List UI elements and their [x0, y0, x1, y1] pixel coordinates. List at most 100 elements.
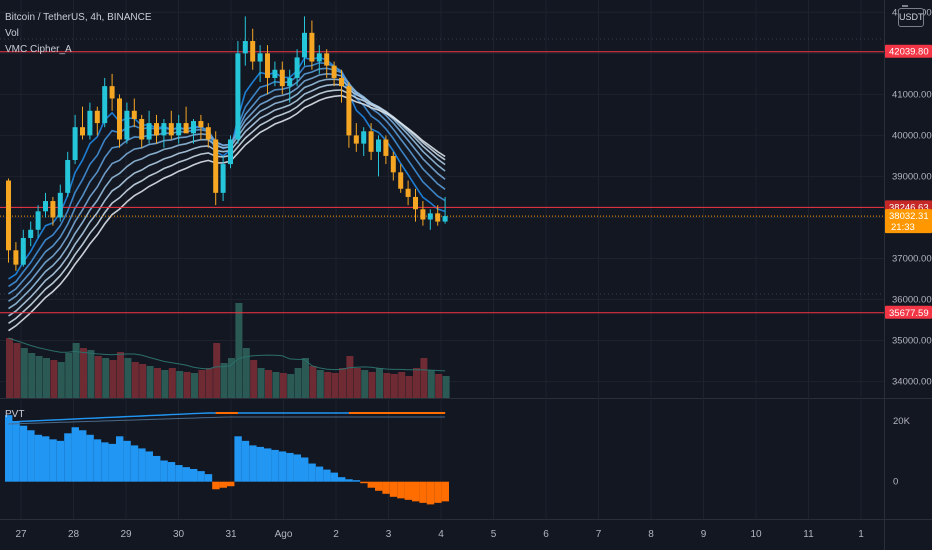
pvt-bar [71, 427, 79, 482]
candle [309, 20, 315, 70]
volume-bar [198, 370, 206, 398]
candle-body [339, 77, 344, 87]
pvt-bar [153, 455, 161, 482]
pvt-bar [108, 443, 116, 482]
volume-bar [272, 372, 280, 398]
candle-body [405, 188, 411, 197]
volume-bar [6, 338, 13, 398]
volume-bar [427, 370, 435, 398]
candle [57, 184, 63, 222]
price-label-text: 35677.59 [889, 308, 929, 319]
candle-body [242, 41, 248, 54]
candle-body [331, 65, 337, 78]
candle [242, 16, 248, 66]
volume-bar [191, 373, 198, 398]
vol-legend[interactable]: Vol [5, 28, 19, 39]
price-tick-label: 41000.00 [892, 89, 932, 100]
ema-ribbon-line [8, 94, 446, 332]
candle [265, 45, 270, 95]
pvt-bar [12, 421, 20, 482]
pvt-bar [360, 481, 368, 484]
time-tick-label: 1 [858, 529, 864, 540]
candle-body [442, 216, 448, 222]
candle-body [390, 155, 396, 173]
pvt-bar [5, 415, 13, 482]
candle [131, 98, 137, 128]
pvt-bar [256, 446, 264, 482]
pvt-bar [301, 457, 309, 482]
volume-bar [413, 368, 420, 398]
pvt-bar [367, 481, 375, 488]
candle [43, 192, 48, 218]
candle-body [80, 127, 85, 136]
volume-bar [57, 362, 65, 398]
currency-unit-button[interactable]: USDT [898, 5, 924, 27]
candle-body [228, 139, 233, 165]
volume-bar [287, 374, 295, 398]
volume-bar [168, 368, 176, 398]
time-tick-label: 27 [15, 529, 27, 540]
candle-body [13, 250, 19, 265]
pvt-bar [212, 481, 220, 490]
time-tick-label: 2 [333, 529, 339, 540]
pvt-bar [389, 481, 398, 497]
candle [220, 155, 226, 202]
price-label-box [885, 305, 932, 319]
volume-bar [339, 368, 346, 398]
volume-bar [72, 343, 80, 398]
candle [124, 102, 130, 144]
candle [50, 196, 56, 226]
candle-body [20, 237, 26, 265]
osc-tick-label: 20K [893, 416, 911, 427]
price-label-box [885, 209, 932, 234]
candle-body [154, 123, 159, 136]
candles [6, 16, 448, 271]
time-tick-label: 31 [225, 529, 237, 540]
candle [294, 49, 300, 87]
time-axis: 27 28 29 30 31 Ago 2 3 4 5 6 7 8 9 10 11 1 [15, 529, 864, 540]
pvt-bar [315, 466, 324, 482]
candle-body [87, 110, 93, 136]
pvt-bar [145, 451, 153, 482]
pvt-bar [204, 474, 213, 482]
volume-bar [139, 364, 147, 398]
candle [376, 135, 381, 177]
ema-ribbon-line [8, 56, 446, 280]
gridlines [0, 0, 884, 519]
volume-bar [205, 368, 213, 398]
volume-bar [13, 343, 21, 398]
pvt-bar [278, 451, 287, 482]
candle-body [198, 121, 204, 128]
candle-body [346, 86, 352, 136]
price-tick-label: 36000.00 [892, 295, 932, 306]
candle-body [139, 118, 145, 140]
pvt-bar [116, 436, 124, 482]
price-label-box [885, 44, 932, 58]
candle-body [50, 201, 56, 218]
pvt-bar [271, 449, 279, 482]
time-tick-label: 10 [750, 529, 762, 540]
candle [324, 49, 330, 78]
candle-body [168, 123, 174, 136]
pvt-bar [56, 440, 65, 482]
candle-body [435, 213, 441, 222]
candle-body [257, 53, 263, 62]
volume-bar [161, 370, 169, 398]
pvt-bar [34, 434, 42, 482]
volume-bar [242, 348, 250, 398]
candle-body [235, 53, 241, 140]
volume-bar [361, 370, 369, 398]
candle [405, 180, 411, 206]
volume-bar [94, 356, 102, 398]
candle-body [368, 131, 374, 152]
volume-bar [87, 350, 95, 398]
candle-body [324, 53, 330, 66]
candle-body [427, 213, 433, 220]
candle [65, 151, 71, 197]
price-tick-label: 40000.00 [892, 130, 932, 141]
pvt-bar [293, 454, 301, 482]
candle-body [28, 229, 34, 238]
pvt-legend[interactable]: PVT [5, 409, 25, 420]
vmc-legend[interactable]: VMC Cipher_A [5, 44, 72, 55]
